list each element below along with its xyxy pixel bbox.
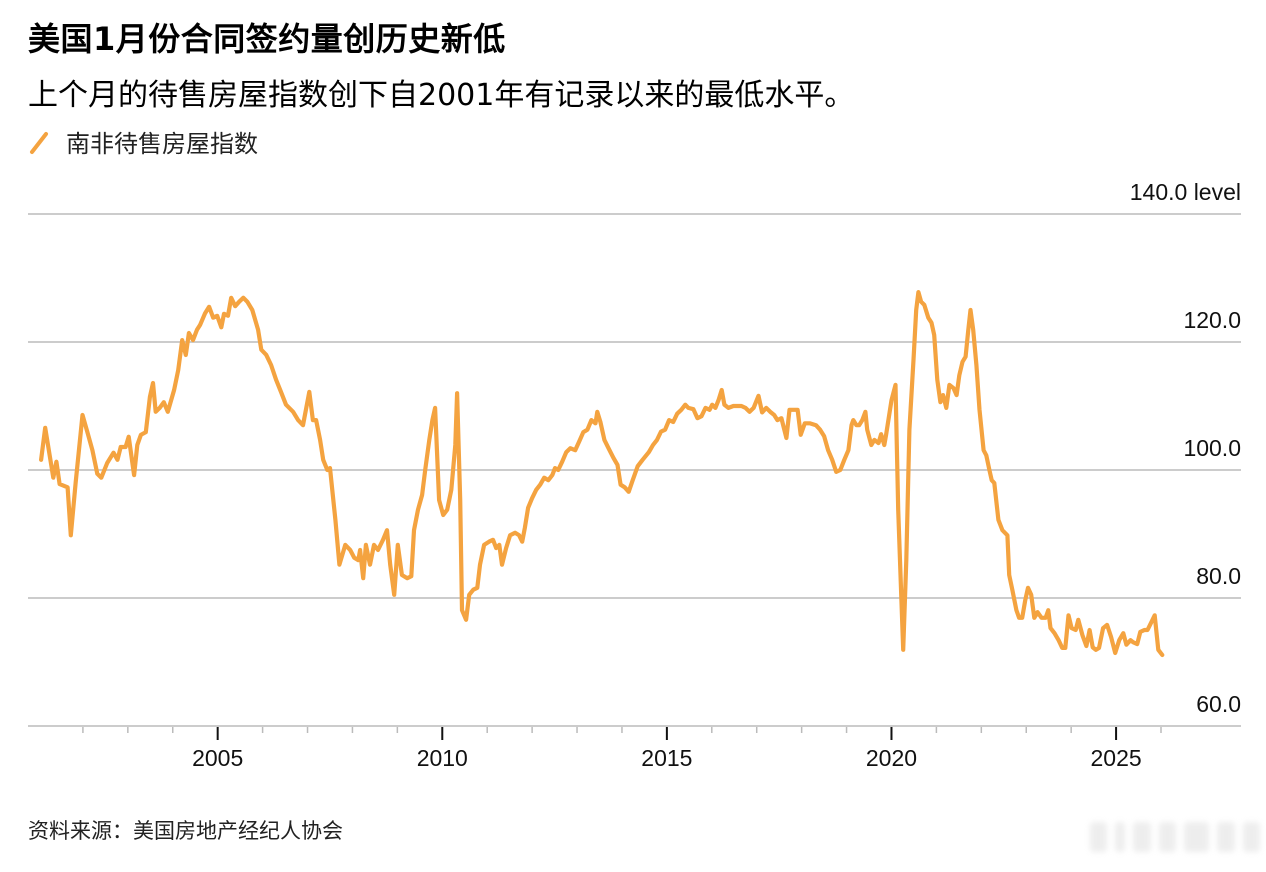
x-tick-label: 2010 [417, 745, 468, 771]
x-axis: 2005 2010 2015 2020 2025 [82, 727, 1162, 771]
watermark [1090, 822, 1260, 862]
x-tick-label: 2025 [1090, 745, 1141, 771]
legend-line-icon [28, 128, 52, 156]
x-tick-label: 2005 [192, 745, 243, 771]
y-axis-labels: 140.0 level 120.0 100.0 80.0 60.0 [1130, 179, 1241, 717]
chart-title: 美国1月份合同签约量创历史新低 [28, 20, 506, 58]
y-tick-label: 140.0 level [1130, 179, 1241, 205]
source-note: 资料来源：美国房地产经纪人协会 [28, 819, 343, 843]
y-tick-label: 100.0 [1183, 435, 1241, 461]
legend-label: 南非待售房屋指数 [66, 130, 258, 158]
chart-subtitle: 上个月的待售房屋指数创下自2001年有记录以来的最低水平。 [28, 78, 855, 113]
x-tick-label: 2015 [641, 745, 692, 771]
x-tick-label: 2020 [866, 745, 917, 771]
y-tick-label: 120.0 [1183, 307, 1241, 333]
y-tick-label: 80.0 [1196, 563, 1241, 589]
legend: 南非待售房屋指数 [28, 124, 258, 159]
y-tick-label: 60.0 [1196, 691, 1241, 717]
series-line-pending-home-sales-index [39, 290, 1165, 658]
